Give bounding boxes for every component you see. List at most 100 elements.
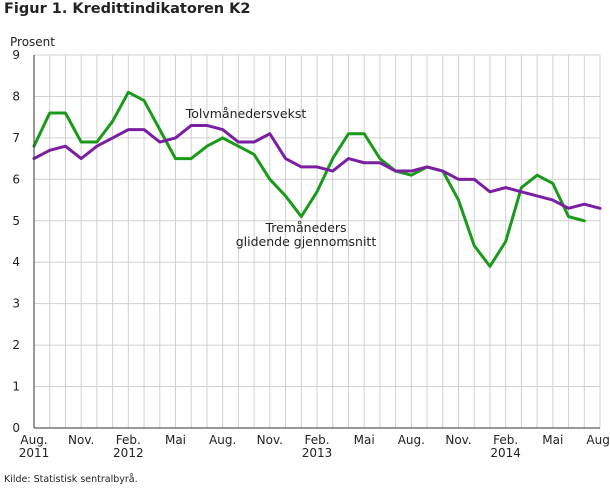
x-tick-label: Aug.	[398, 433, 425, 447]
data-point-tremaneders	[378, 157, 381, 160]
x-tick-label: Feb.	[493, 433, 518, 447]
y-tick-label: 7	[12, 131, 20, 145]
data-point-tremaneders	[331, 157, 334, 160]
data-point-tremaneders	[111, 120, 114, 123]
data-point-tremaneders	[473, 244, 476, 247]
data-point-tolvmaneders	[504, 186, 507, 189]
x-tick-label: Nov.	[68, 433, 94, 447]
y-axis-title: Prosent	[10, 35, 55, 49]
axes	[33, 55, 600, 429]
data-point-tolvmaneders	[331, 169, 334, 172]
data-point-tremaneders	[127, 91, 130, 94]
data-point-tremaneders	[315, 190, 318, 193]
series-line-tolvmaneders	[32, 123, 602, 210]
data-point-tremaneders	[583, 219, 586, 222]
x-tick-label: 2012	[113, 446, 144, 460]
data-point-tremaneders	[536, 174, 539, 177]
data-point-tolvmaneders	[253, 140, 256, 143]
data-point-tremaneders	[64, 111, 67, 114]
data-point-tolvmaneders	[158, 140, 161, 143]
y-tick-label: 6	[12, 172, 20, 186]
data-point-tolvmaneders	[95, 145, 98, 148]
x-tick-label: Aug.	[20, 433, 47, 447]
y-tick-label: 9	[12, 48, 20, 62]
data-point-tolvmaneders	[315, 165, 318, 168]
data-point-tolvmaneders	[190, 124, 193, 127]
data-point-tremaneders	[158, 128, 161, 131]
data-point-tremaneders	[410, 174, 413, 177]
data-point-tolvmaneders	[237, 140, 240, 143]
x-tick-label: 2014	[490, 446, 521, 460]
data-point-tolvmaneders	[64, 145, 67, 148]
series-lines	[32, 90, 602, 268]
data-point-tolvmaneders	[425, 165, 428, 168]
data-point-tolvmaneders	[378, 161, 381, 164]
data-point-tolvmaneders	[142, 128, 145, 131]
data-point-tremaneders	[48, 111, 51, 114]
data-point-tremaneders	[95, 140, 98, 143]
data-point-tolvmaneders	[300, 165, 303, 168]
x-tick-label: Feb.	[116, 433, 141, 447]
data-point-tremaneders	[363, 132, 366, 135]
source-note: Kilde: Statistisk sentralbyrå.	[4, 474, 138, 485]
x-tick-label: Nov.	[257, 433, 283, 447]
data-point-tolvmaneders	[410, 169, 413, 172]
data-point-tremaneders	[268, 178, 271, 181]
data-point-tremaneders	[551, 182, 554, 185]
data-point-tremaneders	[567, 215, 570, 218]
x-tick-label: 2013	[302, 446, 333, 460]
x-tick-label: Mai	[354, 433, 375, 447]
data-point-tremaneders	[300, 215, 303, 218]
data-point-tremaneders	[142, 99, 145, 102]
data-point-tremaneders	[457, 198, 460, 201]
annotation-tolvmaneders: Tolvmånedersvekst	[185, 106, 307, 121]
data-point-tolvmaneders	[205, 124, 208, 127]
y-tick-label: 5	[12, 214, 20, 228]
data-point-tolvmaneders	[567, 207, 570, 210]
data-point-tremaneders	[205, 145, 208, 148]
data-point-tremaneders	[174, 157, 177, 160]
data-point-tolvmaneders	[347, 157, 350, 160]
x-tick-label: Aug.	[586, 433, 610, 447]
data-point-tolvmaneders	[488, 190, 491, 193]
data-point-tolvmaneders	[583, 203, 586, 206]
x-tick-label: Aug.	[209, 433, 236, 447]
data-point-tolvmaneders	[363, 161, 366, 164]
data-point-tremaneders	[190, 157, 193, 160]
x-tick-label: 2011	[19, 446, 50, 460]
data-point-tolvmaneders	[394, 169, 397, 172]
grid-lines	[34, 54, 601, 428]
data-point-tremaneders	[347, 132, 350, 135]
data-point-tolvmaneders	[111, 136, 114, 139]
y-tick-labels: 0 1 2 3 4 5 6 7 8 9	[12, 48, 20, 435]
data-point-tolvmaneders	[598, 207, 601, 210]
data-point-tolvmaneders	[284, 157, 287, 160]
data-point-tolvmaneders	[268, 132, 271, 135]
y-tick-label: 0	[12, 421, 20, 435]
data-point-tolvmaneders	[48, 149, 51, 152]
data-point-tolvmaneders	[441, 169, 444, 172]
y-tick-label: 2	[12, 338, 20, 352]
data-point-tolvmaneders	[551, 198, 554, 201]
x-tick-label: Feb.	[304, 433, 329, 447]
y-tick-label: 8	[12, 89, 20, 103]
data-point-tolvmaneders	[457, 178, 460, 181]
data-point-tolvmaneders	[473, 178, 476, 181]
data-point-tremaneders	[237, 145, 240, 148]
data-point-tremaneders	[80, 140, 83, 143]
x-tick-label: Nov.	[445, 433, 471, 447]
data-point-tolvmaneders	[127, 128, 130, 131]
x-tick-label: Mai	[165, 433, 186, 447]
data-point-tolvmaneders	[174, 136, 177, 139]
annotation-tremaneders: Tremåneders	[264, 220, 346, 235]
y-tick-label: 4	[12, 255, 20, 269]
y-tick-label: 1	[12, 380, 20, 394]
data-point-tremaneders	[520, 186, 523, 189]
data-point-tremaneders	[253, 153, 256, 156]
annotation-tremaneders: glidende gjennomsnitt	[236, 234, 377, 249]
data-point-tolvmaneders	[80, 157, 83, 160]
data-point-tremaneders	[221, 136, 224, 139]
